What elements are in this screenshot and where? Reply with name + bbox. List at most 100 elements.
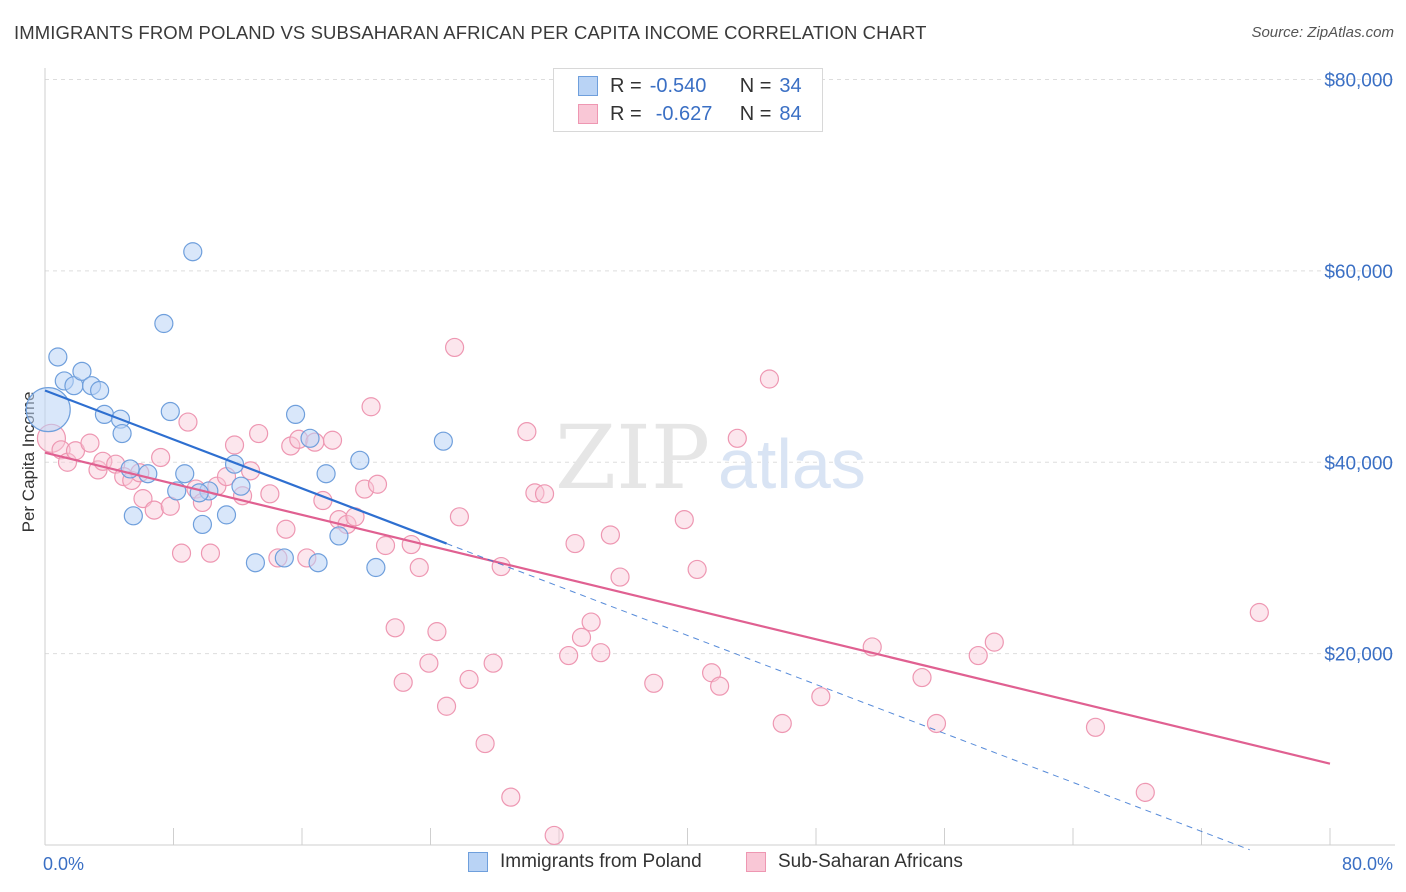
data-point-poland — [285, 404, 306, 425]
data-point-african — [224, 435, 245, 455]
watermark: ZIP atlas — [555, 406, 866, 509]
legend-item-african[interactable]: Sub-Saharan Africans — [746, 851, 963, 873]
data-point-african — [51, 440, 71, 460]
x-tick-labels: 0.0% 80.0% — [43, 854, 1393, 874]
data-point-african — [811, 687, 831, 707]
data-point-african — [644, 673, 664, 693]
legend-swatch-poland — [578, 76, 598, 96]
data-point-poland — [90, 380, 110, 401]
watermark-zip: ZIP — [555, 406, 710, 509]
data-point-african — [375, 535, 396, 556]
legend-swatch-african — [578, 104, 598, 124]
data-point-poland — [48, 347, 68, 367]
y-tick-label: $40,000 — [1324, 453, 1393, 474]
data-point-african — [483, 653, 503, 673]
data-point-poland — [160, 401, 180, 422]
data-point-african — [401, 534, 421, 555]
data-point-african — [968, 645, 988, 666]
legend-r-value: -0.540 — [649, 74, 707, 97]
data-point-african — [544, 825, 564, 846]
data-point-african — [200, 543, 221, 563]
data-point-african — [1249, 602, 1269, 623]
y-tick-label: $80,000 — [1324, 71, 1393, 92]
data-point-african — [610, 567, 630, 587]
data-point-african — [759, 369, 780, 389]
axes — [44, 68, 1395, 846]
y-tick-label: $20,000 — [1324, 645, 1393, 666]
data-point-african — [571, 627, 592, 647]
legend-label-african: Sub-Saharan Africans — [778, 851, 963, 872]
legend-r-label: R = — [610, 102, 642, 125]
legend-swatch-african — [746, 852, 766, 872]
y-tick-labels: $20,000 $40,000 $60,000 $80,000 — [1324, 71, 1393, 666]
data-point-poland — [366, 557, 386, 578]
chart-title: IMMIGRANTS FROM POLAND VS SUBSAHARAN AFR… — [14, 22, 927, 43]
legend-swatch-poland — [468, 852, 488, 872]
legend-n-value: 84 — [779, 102, 802, 125]
data-point-african — [171, 543, 192, 563]
data-point-poland — [224, 454, 245, 474]
data-point-poland — [329, 526, 349, 546]
legend-r-label: R = — [610, 74, 642, 97]
data-point-african — [361, 397, 381, 417]
data-point-poland — [183, 242, 203, 262]
data-point-african — [687, 559, 707, 580]
legend-item-poland[interactable]: Immigrants from Poland — [468, 851, 702, 873]
legend-row-poland: R = -0.540 N = 34 — [578, 73, 802, 99]
data-point-african — [436, 696, 457, 716]
data-point-poland — [112, 423, 132, 444]
legend-n-label: N = — [739, 102, 772, 125]
data-point-african — [710, 676, 730, 696]
trend-line-african — [44, 451, 1331, 765]
data-point-african — [144, 500, 164, 520]
legend-n-label: N = — [739, 74, 772, 97]
data-point-african — [984, 632, 1004, 652]
data-point-african — [276, 519, 296, 539]
data-point-african — [772, 713, 792, 734]
data-point-poland — [231, 476, 251, 496]
data-point-poland — [274, 548, 294, 568]
y-axis-label: Per Capita Income — [19, 392, 38, 533]
correlation-legend: R = -0.540 N = 34 R = -0.627 N = 84 — [553, 68, 823, 132]
legend-row-african: R = -0.627 N = 84 — [578, 101, 802, 127]
legend-r-value: -0.627 — [655, 102, 713, 125]
data-point-african — [260, 484, 280, 504]
data-point-african — [385, 618, 405, 638]
data-point-african — [409, 557, 429, 578]
x-tick-label: 80.0% — [1342, 854, 1393, 874]
data-point-african — [565, 533, 585, 554]
data-point-african — [427, 622, 447, 642]
data-point-african — [475, 733, 495, 754]
data-point-african — [926, 713, 947, 734]
data-point-african — [491, 556, 511, 577]
data-point-poland — [25, 387, 71, 433]
data-point-poland — [245, 553, 266, 573]
data-point-african — [322, 430, 343, 450]
legend-n-value: 34 — [779, 74, 802, 97]
series-legend: Immigrants from Poland Sub-Saharan Afric… — [0, 851, 1406, 877]
data-point-poland — [433, 431, 453, 451]
watermark-atlas: atlas — [718, 425, 866, 503]
series-immigrants-from-poland — [25, 242, 453, 578]
data-point-poland — [72, 361, 92, 381]
data-point-poland — [123, 506, 143, 526]
data-point-african — [501, 787, 521, 807]
data-point-african — [727, 428, 747, 448]
source-label: Source: ZipAtlas.com — [1251, 24, 1394, 41]
data-point-poland — [175, 464, 195, 484]
data-point-african — [133, 489, 153, 509]
data-point-african — [525, 483, 545, 503]
trend-lines — [44, 389, 1331, 851]
data-point-african — [444, 337, 465, 358]
data-point-african — [151, 447, 171, 468]
data-point-poland — [316, 464, 336, 484]
data-point-african — [534, 484, 555, 504]
data-point-african — [178, 412, 198, 432]
y-tick-label: $60,000 — [1324, 262, 1393, 283]
legend-label-poland: Immigrants from Poland — [500, 851, 702, 872]
data-point-african — [581, 612, 601, 632]
trend-line-poland-extension — [446, 543, 1250, 851]
data-point-african — [459, 669, 479, 690]
data-point-african — [559, 645, 579, 666]
